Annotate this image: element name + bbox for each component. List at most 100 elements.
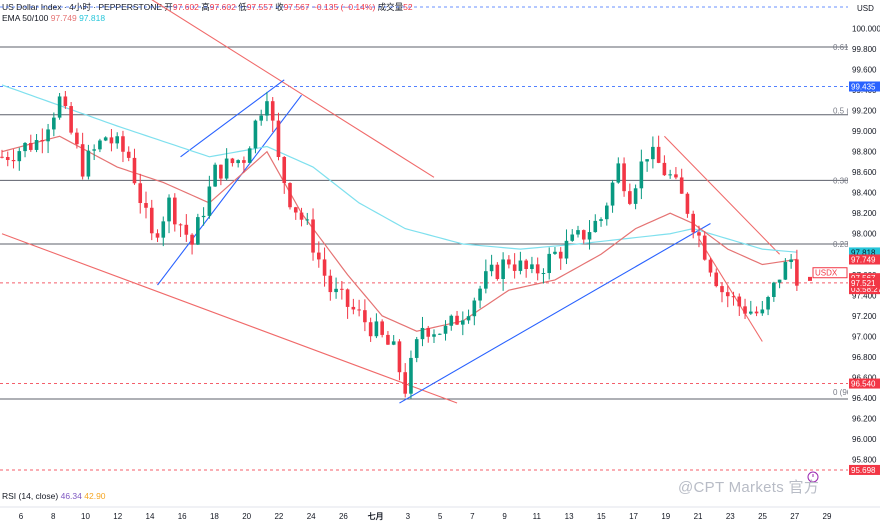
candle (265, 91, 269, 122)
time-tick-13: 5 (438, 512, 443, 521)
candle (161, 216, 166, 247)
candle (495, 262, 500, 281)
candle (518, 251, 523, 275)
candle (293, 206, 298, 220)
ema100-line[interactable] (1, 84, 797, 253)
ema50-line[interactable] (1, 135, 797, 332)
time-tick-7: 20 (242, 512, 251, 521)
candle (288, 182, 292, 210)
price-tag-label: 96.540 (851, 380, 876, 389)
candle (731, 291, 736, 306)
candle (11, 149, 16, 169)
candle (224, 148, 229, 181)
candle (386, 331, 390, 345)
candle (737, 293, 742, 316)
candle (697, 225, 701, 248)
candle (196, 213, 200, 245)
candle (484, 259, 488, 294)
candle (363, 299, 367, 332)
candle (766, 295, 770, 316)
candle (622, 157, 626, 197)
candle (610, 179, 615, 213)
rsi-ma-value: 42.90 (84, 491, 106, 501)
candle (52, 112, 56, 137)
candle (75, 128, 79, 149)
price-tag-ema50: 97.749 (849, 254, 880, 264)
price-tick-9: 98.200 (852, 209, 877, 218)
price-tag-label: 95.698 (851, 466, 876, 475)
down-channel-bottom[interactable] (698, 238, 763, 342)
candle (777, 279, 782, 289)
candle (149, 199, 154, 241)
candle (259, 109, 263, 126)
candle (0, 149, 4, 159)
candle (576, 225, 580, 238)
time-tick-20: 19 (661, 512, 670, 521)
candles (0, 90, 799, 399)
down-channel-top[interactable] (664, 135, 780, 255)
time-tick-22: 23 (726, 512, 735, 521)
price-tick-6: 98.800 (852, 148, 877, 157)
candle (322, 247, 327, 287)
channel-bottom-line[interactable] (1, 233, 458, 404)
candle (311, 208, 315, 261)
candle (581, 229, 586, 244)
price-tag-usdx: USDX (812, 267, 848, 279)
candle (247, 146, 252, 163)
candle (651, 136, 655, 169)
candle (564, 229, 569, 265)
time-tick-11: 七月 (368, 511, 384, 521)
candle (633, 184, 638, 210)
candle (351, 298, 356, 315)
time-tick-0: 6 (19, 512, 24, 521)
candle (674, 167, 678, 180)
price-tick-4: 99.200 (852, 107, 877, 116)
candle (213, 162, 217, 187)
candle (461, 311, 465, 336)
rsi-value: 46.34 (60, 491, 82, 501)
exchange-label: PEPPERSTONE (98, 2, 163, 12)
alert-clock-icon[interactable] (807, 471, 819, 483)
candle (489, 254, 494, 277)
uptrend-line[interactable] (399, 223, 711, 404)
candle (138, 173, 143, 214)
candle (109, 128, 114, 152)
watermark: @CPT Markets 官方 (678, 479, 820, 496)
price-tag-label: 03:58:27 (851, 285, 880, 294)
candle (155, 229, 160, 243)
candle (743, 298, 747, 319)
ema100-value: 97.818 (79, 13, 106, 23)
candle (466, 309, 471, 324)
time-tick-15: 9 (502, 512, 507, 521)
candle (282, 156, 287, 194)
candle (789, 254, 793, 269)
rsi-legend[interactable]: RSI (14, close) 46.34 42.90 (2, 491, 106, 501)
fib-labels: 0.618 0.5 (0.382 0.236 0 (96 (833, 43, 854, 397)
candle (103, 136, 108, 142)
candle (328, 269, 333, 301)
candle (29, 134, 33, 152)
candle (524, 258, 528, 278)
channel-top-line[interactable] (2, 0, 435, 178)
price-tag-label: 97.749 (851, 255, 876, 264)
ema-legend[interactable]: EMA 50/100 97.749 97.818 (2, 13, 105, 23)
price-tick-14: 97.200 (852, 312, 877, 321)
fib-label-0: 0.618 (833, 43, 854, 52)
candle (270, 97, 275, 133)
time-tick-17: 13 (565, 512, 574, 521)
candle (115, 132, 119, 149)
candle (368, 317, 373, 342)
time-tick-12: 3 (406, 512, 411, 521)
rising-wedge-upper[interactable] (180, 79, 285, 158)
candle (40, 128, 45, 154)
candle (391, 335, 396, 346)
rsi-label: RSI (14, close) (2, 491, 59, 501)
candle (201, 207, 206, 226)
candle (190, 233, 194, 255)
price-tag-blue: 99.435 (849, 81, 880, 92)
time-axis[interactable]: 6 8 10 12 14 16 18 20 22 24 26 七月 3 5 7 9 11 13 15 17 19 21 23… (0, 506, 880, 521)
candle (616, 157, 621, 184)
time-tick-21: 21 (694, 512, 703, 521)
price-tag-redlight: 97.521 (849, 277, 880, 288)
